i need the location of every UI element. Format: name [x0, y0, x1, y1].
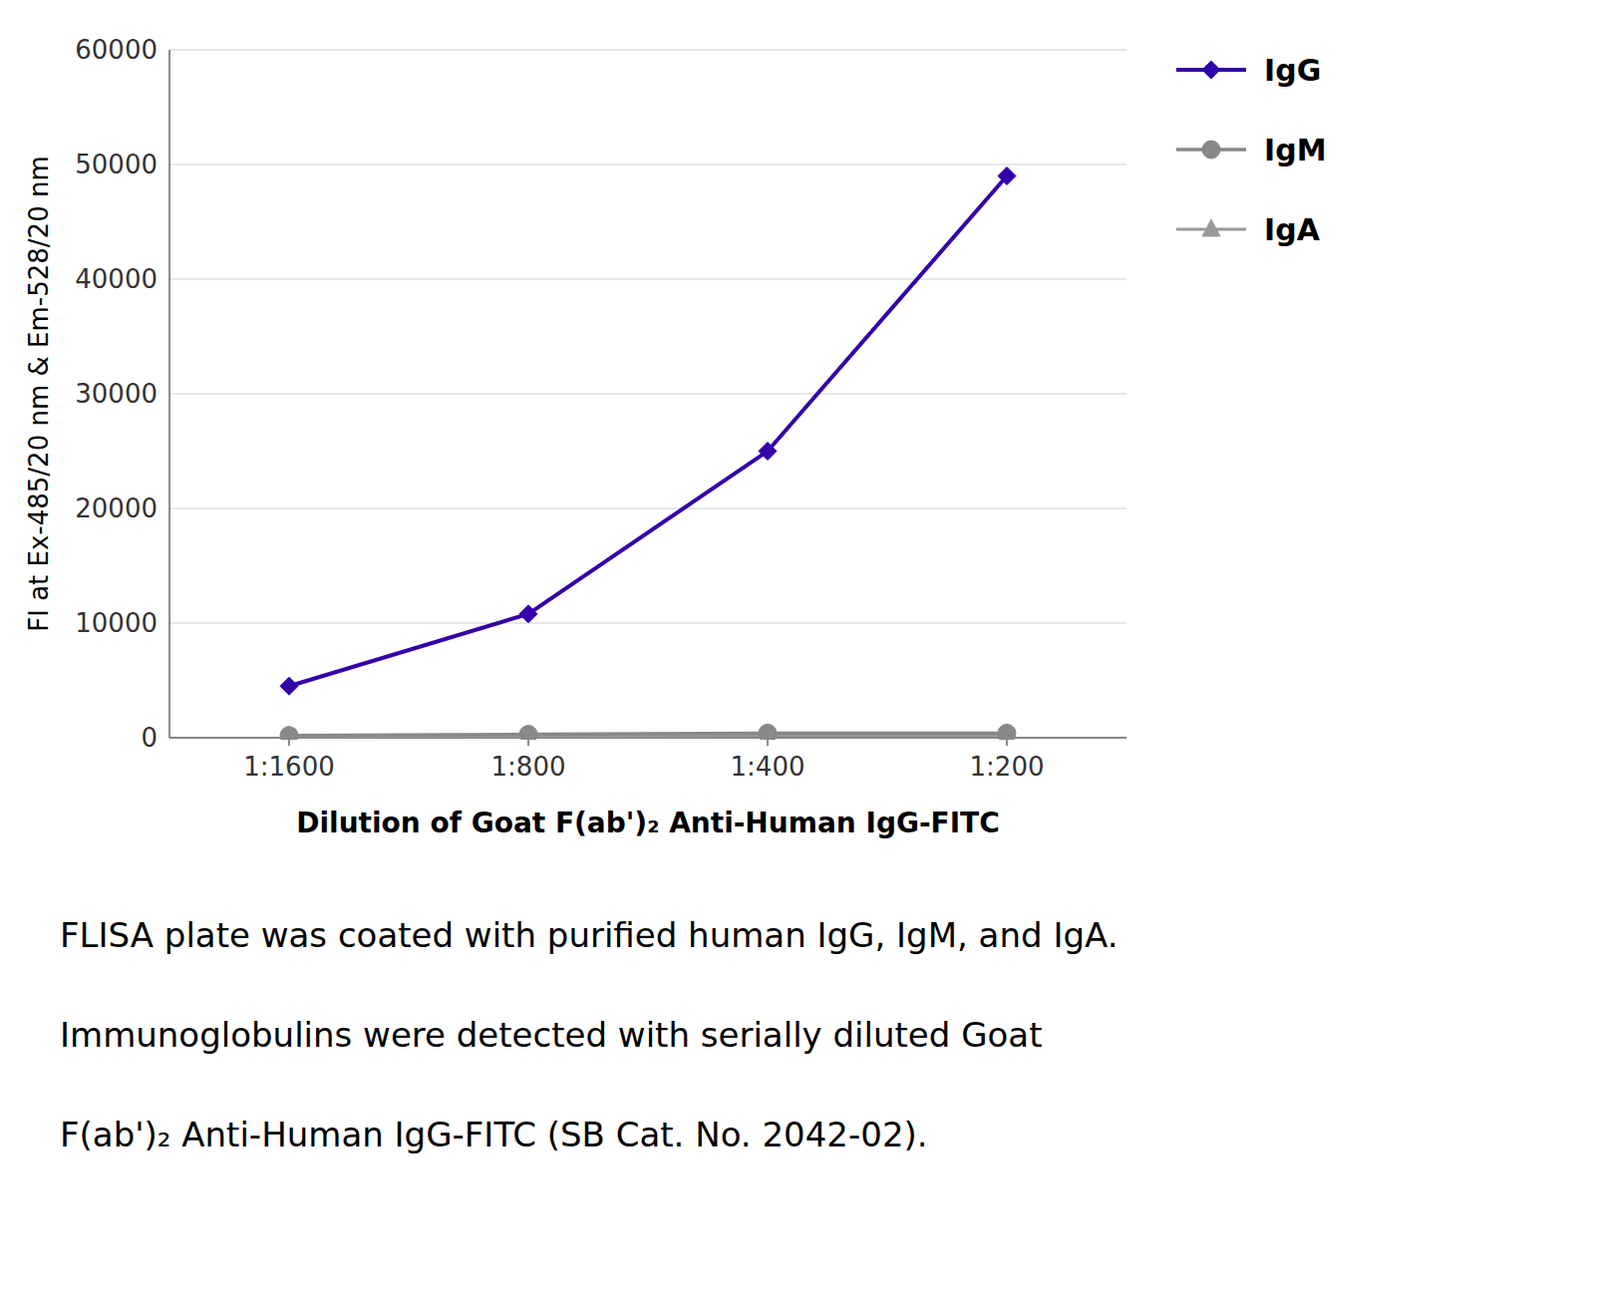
grid-line — [169, 49, 1127, 51]
legend: IgG IgM IgA — [1176, 52, 1327, 248]
y-tick-label: 30000 — [74, 378, 158, 409]
legend-label: IgA — [1264, 212, 1321, 248]
y-tick-label: 20000 — [74, 493, 158, 524]
y-tick-label: 40000 — [74, 264, 158, 295]
point — [758, 723, 777, 740]
legend-label: IgG — [1264, 52, 1321, 88]
legend-marker — [1202, 60, 1221, 79]
background — [0, 0, 1600, 1302]
grid-line — [169, 623, 1127, 625]
series-1 — [280, 723, 1016, 740]
x-tick-label: 1:1600 — [243, 751, 334, 782]
grid-line — [169, 279, 1127, 281]
caption-line: FLISA plate was coated with purified hum… — [59, 915, 1118, 956]
x-axis-label: Dilution of Goat F(ab')₂ Anti-Human IgG-… — [296, 806, 1000, 840]
series-2 — [280, 725, 1016, 740]
x-tick-label: 1:200 — [969, 751, 1045, 782]
caption-line: F(ab')₂ Anti-Human IgG-FITC (SB Cat. No.… — [59, 1114, 929, 1155]
point — [997, 723, 1016, 740]
point — [997, 167, 1016, 186]
series-0 — [280, 167, 1016, 696]
x-tick-label: 1:800 — [491, 751, 567, 782]
point — [280, 726, 299, 740]
y-tick-label: 60000 — [74, 34, 158, 65]
y-tick-label: 50000 — [74, 149, 158, 180]
point — [519, 725, 538, 740]
point — [519, 605, 538, 624]
point — [280, 726, 299, 740]
y-axis-label: FI at Ex-485/20 nm & Em-528/20 nm — [23, 155, 54, 633]
chart: 0 10000 20000 30000 40000 50000 60000 1:1600 1:8… — [0, 0, 1600, 1302]
plot-area — [280, 167, 1016, 741]
y-axis-line — [168, 49, 171, 738]
grid-line — [169, 164, 1127, 166]
point — [280, 676, 299, 695]
y-tick-label: 10000 — [74, 608, 158, 639]
legend-label: IgM — [1264, 132, 1327, 168]
point — [758, 442, 777, 461]
caption-line: Immunoglobulins were detected with seria… — [59, 1014, 1043, 1055]
legend-marker — [1202, 219, 1221, 237]
series-line — [289, 176, 1007, 687]
y-tick-label: 0 — [140, 722, 158, 753]
series-line — [289, 732, 1007, 735]
legend-marker — [1202, 140, 1221, 159]
x-tick-label: 1:400 — [730, 751, 806, 782]
grid-line — [169, 508, 1127, 510]
point — [519, 725, 538, 740]
grid-line — [169, 393, 1127, 395]
